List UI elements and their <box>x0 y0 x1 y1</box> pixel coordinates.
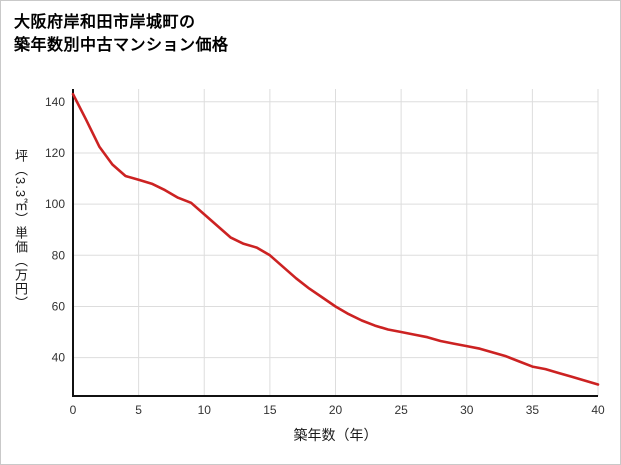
y-tick-label: 100 <box>45 197 65 211</box>
price-series <box>71 92 600 386</box>
y-tick-label: 60 <box>52 299 66 313</box>
y-axis-label: 坪（3.3㎡）単価（万円） <box>13 149 28 311</box>
x-tick-label: 25 <box>394 403 408 417</box>
chart-title-line2: 築年数別中古マンション価格 <box>14 37 229 54</box>
x-axis-label: 築年数（年） <box>293 427 378 443</box>
x-tick-label: 40 <box>591 403 605 417</box>
y-tick-label: 140 <box>45 95 65 109</box>
price-line <box>71 92 600 386</box>
x-tick-label: 20 <box>329 403 343 417</box>
x-tick-label: 0 <box>70 403 77 417</box>
x-tick-label: 10 <box>198 403 212 417</box>
tick-labels: 0 5 10 15 20 25 30 35 40 40 60 80 100 120 140 <box>45 95 605 417</box>
gridlines <box>73 89 599 396</box>
y-tick-label: 80 <box>52 248 66 262</box>
x-tick-label: 30 <box>460 403 474 417</box>
x-tick-label: 35 <box>526 403 540 417</box>
chart-title-line1: 大阪府岸和田市岸城町の <box>14 14 196 31</box>
y-tick-label: 120 <box>45 146 65 160</box>
chart-title: 大阪府岸和田市岸城町の 築年数別中古マンション価格 <box>14 11 229 57</box>
y-tick-label: 40 <box>52 351 66 365</box>
x-tick-label: 5 <box>135 403 142 417</box>
x-tick-label: 15 <box>263 403 277 417</box>
axes <box>72 89 598 397</box>
